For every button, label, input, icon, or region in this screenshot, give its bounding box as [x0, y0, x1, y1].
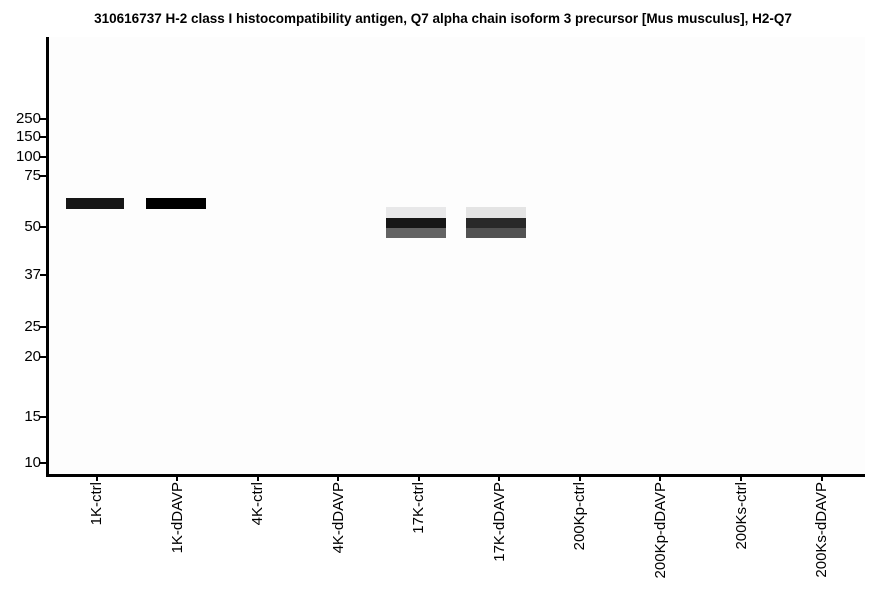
x-axis-line: [46, 474, 865, 477]
x-tick-mark: [578, 477, 581, 481]
x-tick-mark: [740, 477, 742, 481]
y-tick-mark: [40, 356, 46, 358]
y-tick-label: 25: [24, 318, 41, 335]
x-axis-label: 17K-ctrl: [410, 482, 427, 534]
x-axis-label: 200Ks-ctrl: [732, 482, 750, 550]
y-tick-label: 37: [24, 266, 41, 283]
gel-band: [386, 218, 446, 228]
gel-band: [466, 228, 526, 238]
x-axis-label: 200Kp-ctrl: [571, 482, 588, 551]
gel-band: [466, 218, 526, 228]
y-tick-label: 150: [15, 128, 41, 145]
x-axis-label: 1K-dDAVP: [168, 482, 186, 554]
y-tick-mark: [40, 274, 46, 276]
y-tick-label: 10: [24, 454, 41, 471]
y-tick-mark: [40, 462, 46, 464]
y-tick-mark: [40, 416, 46, 418]
y-tick-label: 75: [24, 167, 41, 184]
x-tick-mark: [176, 477, 178, 481]
x-tick-mark: [337, 477, 339, 481]
y-tick-label: 250: [15, 110, 41, 127]
y-tick-mark: [40, 226, 46, 228]
y-tick-label: 20: [24, 348, 41, 365]
y-tick-mark: [40, 175, 46, 177]
chart-title: 310616737 H-2 class I histocompatibility…: [94, 11, 792, 26]
gel-band: [386, 228, 446, 238]
y-tick-label: 50: [24, 218, 41, 235]
gel-band: [146, 198, 206, 209]
x-tick-mark: [256, 477, 259, 481]
x-axis-label: 200Ks-dDAVP: [813, 482, 830, 578]
x-axis-label: 1K-ctrl: [88, 482, 105, 526]
x-tick-mark: [95, 477, 98, 481]
x-axis-label: 17K-dDAVP: [490, 482, 508, 562]
x-axis-label: 200Kp-dDAVP: [651, 482, 669, 579]
plot-area: [49, 37, 865, 474]
y-tick-label: 100: [15, 148, 41, 165]
y-tick-label: 15: [24, 408, 41, 425]
y-tick-mark: [40, 118, 46, 120]
gel-band: [66, 198, 124, 209]
gel-band: [386, 207, 446, 218]
x-tick-mark: [820, 477, 823, 481]
y-tick-mark: [40, 326, 46, 328]
x-tick-mark: [417, 477, 420, 481]
x-axis-label: 4K-ctrl: [249, 482, 266, 526]
y-tick-mark: [40, 156, 46, 158]
y-axis-line: [46, 37, 49, 477]
x-tick-mark: [498, 477, 500, 481]
x-tick-mark: [659, 477, 661, 481]
gel-band: [466, 207, 526, 218]
y-tick-mark: [40, 136, 46, 138]
x-axis-label: 4K-dDAVP: [329, 482, 347, 554]
